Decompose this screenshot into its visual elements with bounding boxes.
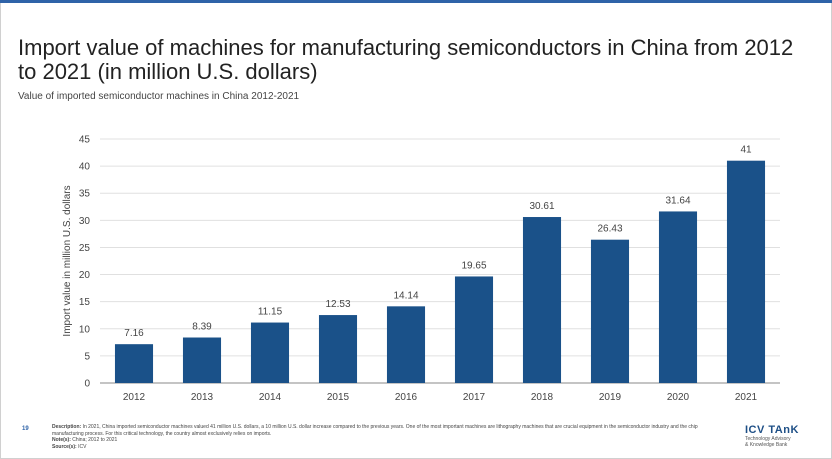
- bar: [726, 160, 766, 383]
- top-accent-bar: [0, 0, 832, 3]
- chart-subtitle: Value of imported semiconductor machines…: [18, 91, 300, 102]
- data-label: 41: [740, 145, 752, 156]
- data-label: 11.15: [258, 307, 283, 318]
- y-tick-label: 20: [79, 270, 91, 281]
- data-label: 31.64: [665, 195, 690, 206]
- y-tick-label: 35: [79, 189, 91, 200]
- x-tick-label: 2020: [667, 392, 690, 403]
- bar-chart: 0 5 10 15 20 25 30 35 40 45 Import value in millio…: [62, 135, 780, 403]
- y-tick-label: 0: [84, 379, 90, 390]
- logo-tagline-2: & Knowledge Bank: [745, 442, 788, 448]
- y-axis-label: Import value in million U.S. dollars: [62, 185, 73, 336]
- x-tick-label: 2012: [123, 392, 146, 403]
- bar: [522, 217, 562, 383]
- description-line: Description: In 2021, China imported sem…: [52, 424, 702, 437]
- icv-tank-logo: ICV TAnK Technology Advisory & Knowledge…: [745, 424, 799, 448]
- y-tick-label: 45: [79, 135, 91, 146]
- notes-line: Note(s): China; 2012 to 2021: [52, 437, 702, 444]
- y-tick-label: 10: [79, 324, 91, 335]
- y-tick-label: 25: [79, 243, 91, 254]
- notes-label: Note(s):: [52, 437, 71, 443]
- description-text: In 2021, China imported semiconductor ma…: [52, 424, 698, 437]
- bar: [318, 315, 358, 383]
- sources-label: Source(s):: [52, 443, 77, 450]
- data-label: 14.14: [393, 290, 418, 301]
- data-label: 19.65: [461, 260, 486, 271]
- page-number: 19: [22, 426, 29, 432]
- x-tick-label: 2013: [191, 392, 214, 403]
- bar: [250, 322, 290, 383]
- x-tick-label: 2019: [599, 392, 622, 403]
- logo-name: ICV TAnK: [745, 424, 799, 436]
- chart-title: Import value of machines for manufacturi…: [18, 35, 794, 84]
- notes-text: China; 2012 to 2021: [72, 437, 118, 443]
- x-tick-label: 2014: [259, 392, 282, 403]
- x-tick-label: 2016: [395, 392, 418, 403]
- x-tick-label: 2018: [531, 392, 554, 403]
- bar: [454, 276, 494, 383]
- data-label: 12.53: [325, 299, 350, 310]
- sources-line: Source(s): ICV: [52, 444, 702, 451]
- description-label: Description:: [52, 424, 82, 430]
- bar: [114, 344, 154, 383]
- y-tick-label: 5: [84, 351, 90, 362]
- bar: [386, 306, 426, 383]
- bar: [182, 337, 222, 383]
- x-tick-label: 2021: [735, 392, 758, 403]
- x-tick-label: 2015: [327, 392, 350, 403]
- logo-tagline-1: Technology Advisory: [745, 436, 791, 442]
- x-tick-label: 2017: [463, 392, 486, 403]
- bar: [658, 211, 698, 383]
- bar: [590, 239, 630, 383]
- sources-text: ICV: [78, 443, 87, 450]
- data-label: 26.43: [597, 224, 622, 235]
- y-tick-label: 15: [79, 297, 91, 308]
- data-label: 7.16: [124, 328, 144, 339]
- y-tick-label: 30: [79, 216, 91, 227]
- data-label: 30.61: [529, 201, 554, 212]
- footer-notes: Description: In 2021, China imported sem…: [52, 424, 702, 450]
- y-tick-label: 40: [79, 162, 91, 173]
- data-label: 8.39: [192, 322, 212, 333]
